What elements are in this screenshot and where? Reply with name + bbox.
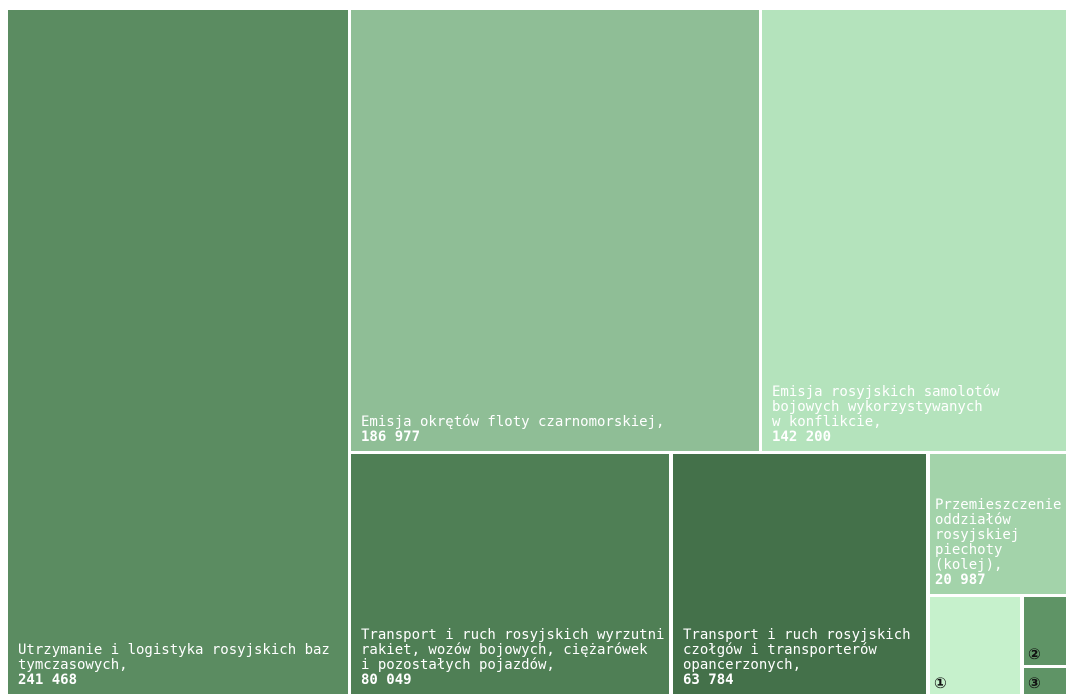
tile-value-label: 80 049	[361, 672, 412, 688]
tile-label: Emisja okrętów floty czarnomorskiej, 186 …	[361, 415, 755, 445]
tile-category-label: Emisja okrętów floty czarnomorskiej,	[361, 414, 665, 430]
tile-value-label: 186 977	[361, 429, 421, 445]
tile-label: Transport i ruch rosyjskich wyrzutni rak…	[361, 628, 665, 688]
treemap-tile: Emisja okrętów floty czarnomorskiej, 186 …	[351, 10, 759, 451]
tile-value-label: 241 468	[18, 672, 78, 688]
tile-category-label: Transport i ruch rosyjskich wyrzutni rak…	[361, 627, 665, 673]
tile-category-label: Emisja rosyjskich samolotów bojowych wyk…	[772, 384, 1000, 430]
treemap-tile: Przemieszczenie oddziałów rosyjskiej pie…	[930, 454, 1066, 594]
tile-category-label: Transport i ruch rosyjskich czołgów i tr…	[683, 627, 911, 673]
tile-marker-label: ③	[1028, 674, 1041, 692]
tile-label: Utrzymanie i logistyka rosyjskich baz ty…	[18, 643, 344, 688]
treemap-tile: Transport i ruch rosyjskich czołgów i tr…	[673, 454, 926, 694]
tile-label: Emisja rosyjskich samolotów bojowych wyk…	[772, 385, 1062, 445]
tile-category-label: Utrzymanie i logistyka rosyjskich baz ty…	[18, 642, 330, 673]
tile-value-label: 63 784	[683, 672, 734, 688]
tile-marker-label: ②	[1028, 645, 1041, 663]
treemap-tile-marker: ③	[1024, 668, 1066, 694]
tile-category-label: Przemieszczenie oddziałów rosyjskiej pie…	[935, 497, 1062, 573]
tile-marker-label: ①	[934, 674, 947, 692]
tile-value-label: 20 987	[935, 572, 986, 588]
treemap-tile: Transport i ruch rosyjskich wyrzutni rak…	[351, 454, 669, 694]
treemap-tile-marker: ②	[1024, 597, 1066, 665]
tile-label: Przemieszczenie oddziałów rosyjskiej pie…	[935, 498, 1064, 588]
treemap-tile: Utrzymanie i logistyka rosyjskich baz ty…	[8, 10, 348, 694]
tile-label: Transport i ruch rosyjskich czołgów i tr…	[683, 628, 922, 688]
treemap-tile-marker: ①	[930, 597, 1020, 694]
treemap-tile: Emisja rosyjskich samolotów bojowych wyk…	[762, 10, 1066, 451]
tile-value-label: 142 200	[772, 429, 832, 445]
